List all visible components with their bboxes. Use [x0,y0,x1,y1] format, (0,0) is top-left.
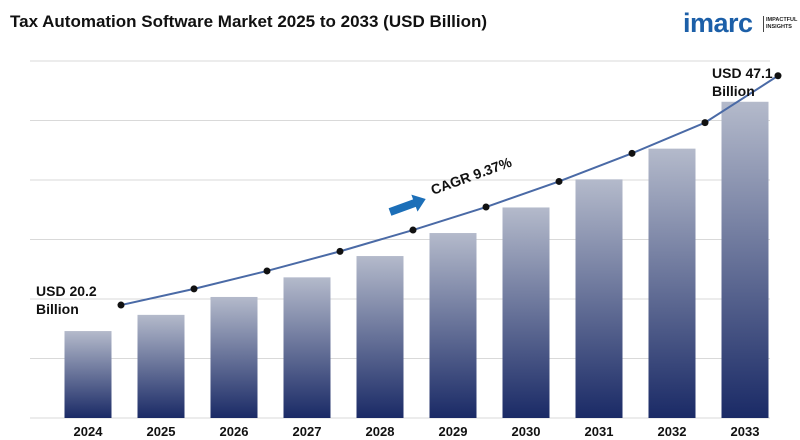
cagr-label: CAGR 9.37% [429,154,515,198]
x-tick-label: 2025 [147,424,176,439]
bars [64,101,769,419]
bar-2030 [502,207,550,418]
x-tick-label: 2033 [731,424,760,439]
end-unit-text: Billion [712,83,755,99]
x-tick-label: 2026 [220,424,249,439]
x-tick-label: 2030 [512,424,541,439]
x-axis-ticks: 2024 2025 2026 2027 2028 2029 2030 2031 2032 2033 [74,424,760,439]
x-tick-label: 2031 [585,424,614,439]
bar-2024 [64,331,112,418]
bar-2026 [210,296,258,418]
x-tick-label: 2028 [366,424,395,439]
x-tick-label: 2024 [74,424,104,439]
bar-2028 [356,256,404,418]
logo-tagline: IMPACTFUL INSIGHTS [766,17,797,30]
trend-line [120,74,779,307]
trend-point-2029 [482,203,490,211]
bar-2032 [648,148,696,418]
bar-2027 [283,277,331,418]
x-tick-label: 2029 [439,424,468,439]
bar-2025 [137,314,185,418]
trend-point-2032 [701,119,709,127]
logo-tagline-line2: INSIGHTS [766,23,792,30]
trend-point-2025 [190,285,198,293]
bar-2031 [575,179,623,418]
start-value-annotation: USD 20.2 Billion [36,282,97,318]
trend-point-2024 [117,301,125,309]
logo-tagline-line1: IMPACTFUL [766,17,798,23]
logo-wordmark: imarc [683,8,753,38]
trend-polyline [120,74,779,307]
bar-2033 [721,101,769,419]
trend-point-2027 [336,247,344,255]
start-unit-text: Billion [36,301,79,317]
imarc-logo: imarc IMPACTFUL INSIGHTS [683,8,797,44]
logo-divider [763,16,764,32]
end-value-text: USD 47.1 [712,65,773,81]
x-tick-label: 2032 [658,424,687,439]
trend-point-2033 [774,72,782,80]
cagr-arrow-icon [388,194,426,216]
trend-point-2030 [555,177,563,185]
x-tick-label: 2027 [293,424,322,439]
chart-title: Tax Automation Software Market 2025 to 2… [10,12,488,31]
trend-point-2028 [409,226,417,234]
bar-2029 [429,233,477,418]
trend-points [117,72,782,309]
end-value-annotation: USD 47.1 Billion [712,64,773,100]
trend-point-2026 [263,267,271,275]
trend-point-2031 [628,149,636,157]
start-value-text: USD 20.2 [36,283,97,299]
